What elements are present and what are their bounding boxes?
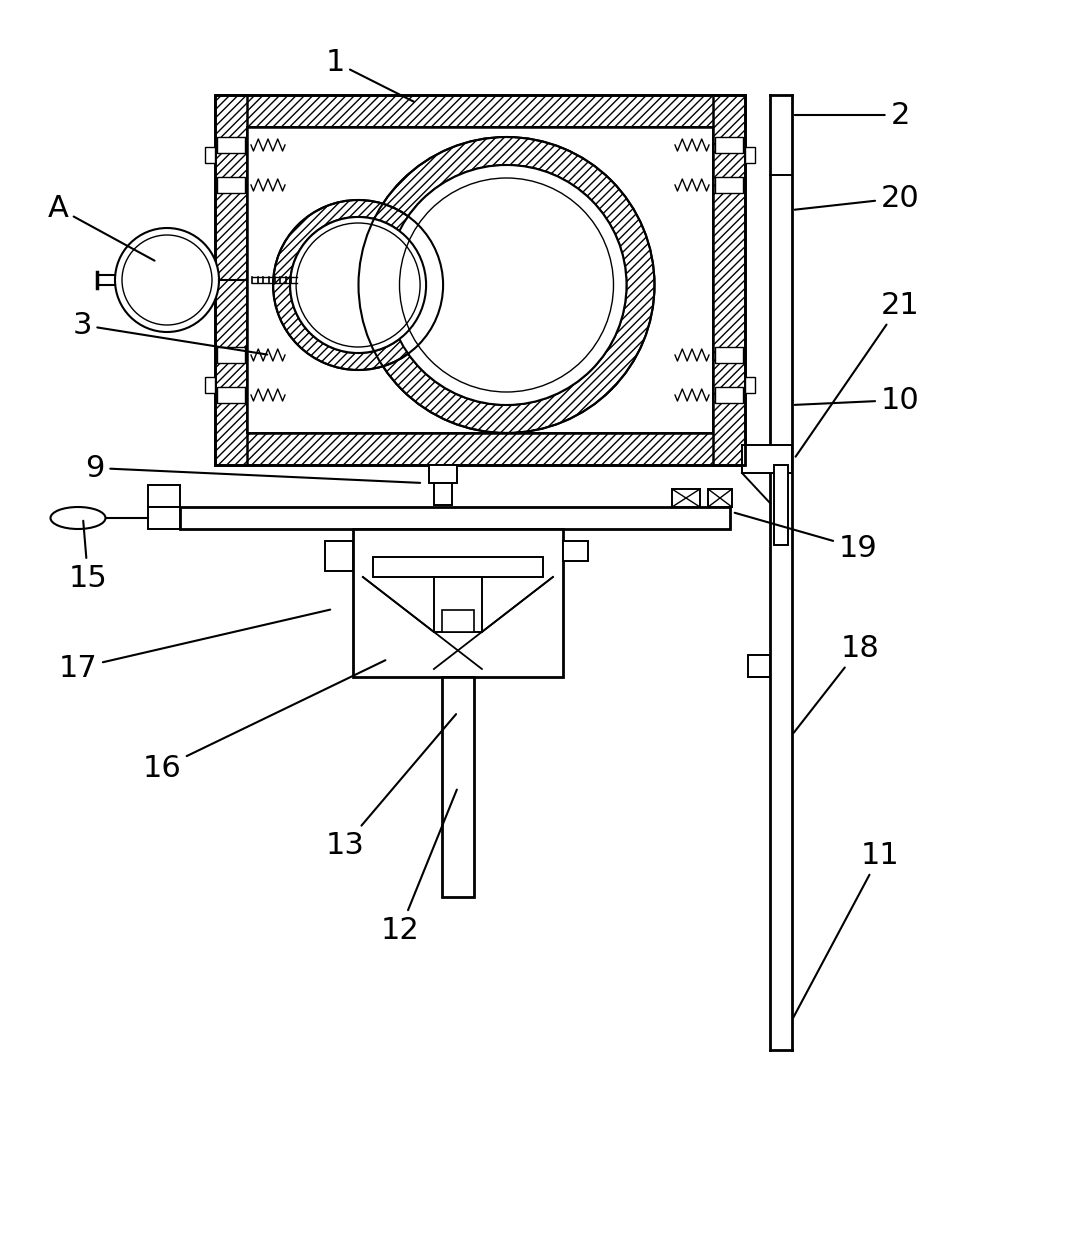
- Text: 9: 9: [85, 453, 420, 483]
- Bar: [442, 677, 473, 896]
- Text: 21: 21: [795, 291, 919, 457]
- Bar: [206, 147, 215, 162]
- Text: 13: 13: [326, 714, 456, 860]
- Bar: [217, 387, 245, 403]
- Circle shape: [386, 165, 626, 405]
- Text: 20: 20: [795, 184, 919, 213]
- Text: 18: 18: [794, 633, 879, 733]
- Bar: [215, 433, 745, 465]
- Bar: [217, 137, 245, 154]
- Text: A: A: [47, 194, 155, 261]
- Bar: [180, 507, 730, 529]
- Bar: [325, 541, 353, 572]
- Bar: [148, 507, 180, 529]
- Bar: [714, 178, 744, 193]
- Bar: [215, 94, 745, 127]
- Bar: [148, 485, 180, 507]
- Bar: [373, 556, 543, 577]
- Bar: [774, 465, 788, 545]
- Text: 12: 12: [381, 789, 457, 944]
- Bar: [215, 94, 247, 465]
- Bar: [708, 488, 732, 507]
- Ellipse shape: [51, 507, 105, 529]
- Bar: [713, 94, 745, 465]
- Bar: [429, 465, 457, 483]
- Bar: [215, 94, 745, 465]
- Text: 1: 1: [325, 48, 414, 102]
- Bar: [217, 347, 245, 363]
- Text: 19: 19: [735, 512, 877, 563]
- Bar: [563, 541, 587, 562]
- Text: 2: 2: [795, 101, 909, 130]
- Bar: [745, 147, 755, 162]
- Text: 11: 11: [793, 841, 900, 1017]
- Bar: [745, 376, 755, 393]
- Text: 16: 16: [143, 660, 385, 783]
- Bar: [206, 376, 215, 393]
- Bar: [217, 178, 245, 193]
- Text: 3: 3: [72, 311, 267, 355]
- Text: 15: 15: [69, 521, 108, 593]
- Bar: [714, 347, 744, 363]
- Circle shape: [291, 217, 426, 353]
- Bar: [714, 387, 744, 403]
- Bar: [434, 483, 452, 505]
- Bar: [748, 655, 770, 677]
- Bar: [714, 137, 744, 154]
- Bar: [742, 444, 792, 473]
- Bar: [672, 488, 700, 507]
- Text: 17: 17: [58, 609, 330, 682]
- Bar: [353, 529, 563, 677]
- Text: 10: 10: [795, 385, 919, 414]
- Circle shape: [115, 228, 220, 332]
- Bar: [434, 577, 482, 632]
- Bar: [247, 127, 713, 433]
- Bar: [442, 611, 473, 632]
